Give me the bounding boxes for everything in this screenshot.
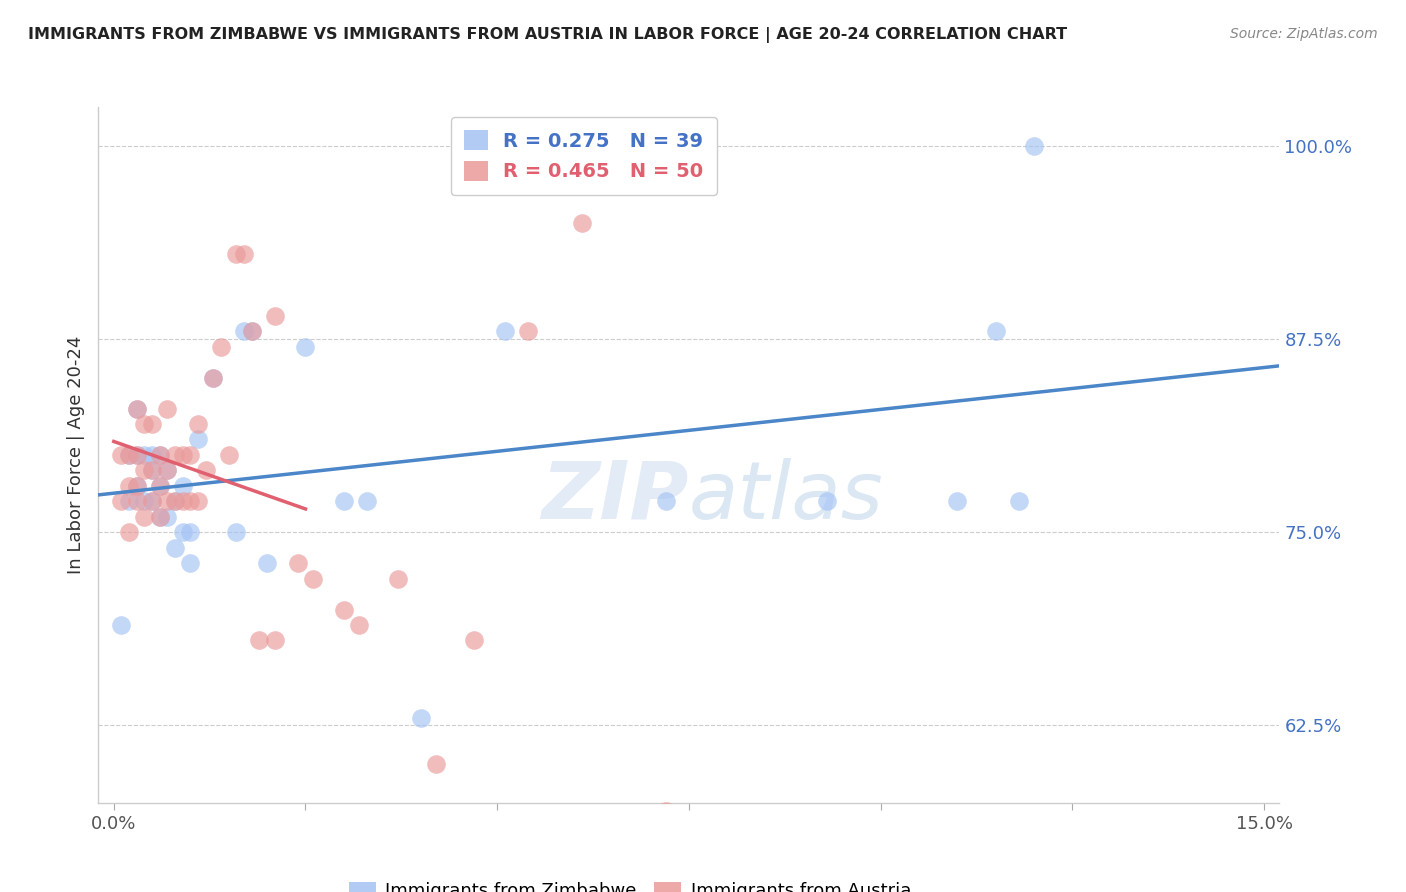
Point [655, 494, 678, 508]
Point [1022, 138, 1045, 153]
Point [202, 370, 225, 384]
Point [516, 324, 538, 338]
Point [172, 448, 194, 462]
Point [187, 417, 209, 431]
Point [125, 448, 148, 462]
Point [118, 494, 141, 508]
Point [202, 370, 225, 384]
Point [179, 525, 201, 540]
Point [387, 572, 409, 586]
Point [125, 494, 148, 508]
Point [808, 819, 831, 833]
Point [263, 309, 285, 323]
Point [209, 340, 232, 354]
Point [141, 448, 163, 462]
Point [333, 602, 356, 616]
Point [156, 401, 179, 416]
Point [125, 401, 148, 416]
Point [110, 618, 132, 632]
Point [149, 509, 172, 524]
Point [149, 448, 172, 462]
Point [172, 494, 194, 508]
Point [409, 711, 432, 725]
Point [655, 804, 678, 818]
Point [347, 618, 370, 632]
Point [141, 494, 163, 508]
Point [302, 572, 325, 586]
Text: IMMIGRANTS FROM ZIMBABWE VS IMMIGRANTS FROM AUSTRIA IN LABOR FORCE | AGE 20-24 C: IMMIGRANTS FROM ZIMBABWE VS IMMIGRANTS F… [28, 27, 1067, 43]
Point [134, 509, 156, 524]
Point [165, 494, 187, 508]
Point [287, 556, 309, 570]
Point [118, 448, 141, 462]
Text: atlas: atlas [689, 458, 884, 536]
Point [356, 494, 378, 508]
Point [156, 463, 179, 477]
Point [134, 417, 156, 431]
Point [179, 556, 201, 570]
Point [118, 525, 141, 540]
Point [172, 479, 194, 493]
Point [149, 479, 172, 493]
Point [134, 448, 156, 462]
Point [110, 494, 132, 508]
Point [179, 494, 201, 508]
Point [294, 340, 316, 354]
Point [125, 401, 148, 416]
Point [571, 216, 593, 230]
Point [141, 417, 163, 431]
Point [187, 494, 209, 508]
Point [149, 448, 172, 462]
Point [134, 463, 156, 477]
Point [194, 463, 217, 477]
Point [815, 494, 838, 508]
Point [156, 509, 179, 524]
Legend: Immigrants from Zimbabwe, Immigrants from Austria: Immigrants from Zimbabwe, Immigrants fro… [342, 874, 918, 892]
Point [118, 448, 141, 462]
Point [249, 633, 271, 648]
Point [494, 324, 516, 338]
Point [233, 247, 256, 261]
Point [165, 494, 187, 508]
Point [333, 494, 356, 508]
Text: ZIP: ZIP [541, 458, 689, 536]
Point [225, 247, 247, 261]
Point [233, 324, 256, 338]
Point [172, 525, 194, 540]
Point [149, 479, 172, 493]
Point [134, 494, 156, 508]
Point [165, 448, 187, 462]
Point [125, 448, 148, 462]
Y-axis label: In Labor Force | Age 20-24: In Labor Force | Age 20-24 [66, 335, 84, 574]
Point [463, 633, 485, 648]
Point [125, 479, 148, 493]
Point [149, 509, 172, 524]
Point [240, 324, 263, 338]
Point [141, 463, 163, 477]
Point [156, 463, 179, 477]
Text: Source: ZipAtlas.com: Source: ZipAtlas.com [1230, 27, 1378, 41]
Point [165, 541, 187, 555]
Point [946, 494, 969, 508]
Point [218, 448, 240, 462]
Point [141, 494, 163, 508]
Point [156, 494, 179, 508]
Point [984, 324, 1007, 338]
Point [141, 463, 163, 477]
Point [179, 448, 201, 462]
Point [425, 757, 447, 772]
Point [187, 433, 209, 447]
Point [256, 556, 278, 570]
Point [118, 479, 141, 493]
Point [263, 633, 285, 648]
Point [225, 525, 247, 540]
Point [125, 479, 148, 493]
Point [110, 448, 132, 462]
Point [240, 324, 263, 338]
Point [1008, 494, 1031, 508]
